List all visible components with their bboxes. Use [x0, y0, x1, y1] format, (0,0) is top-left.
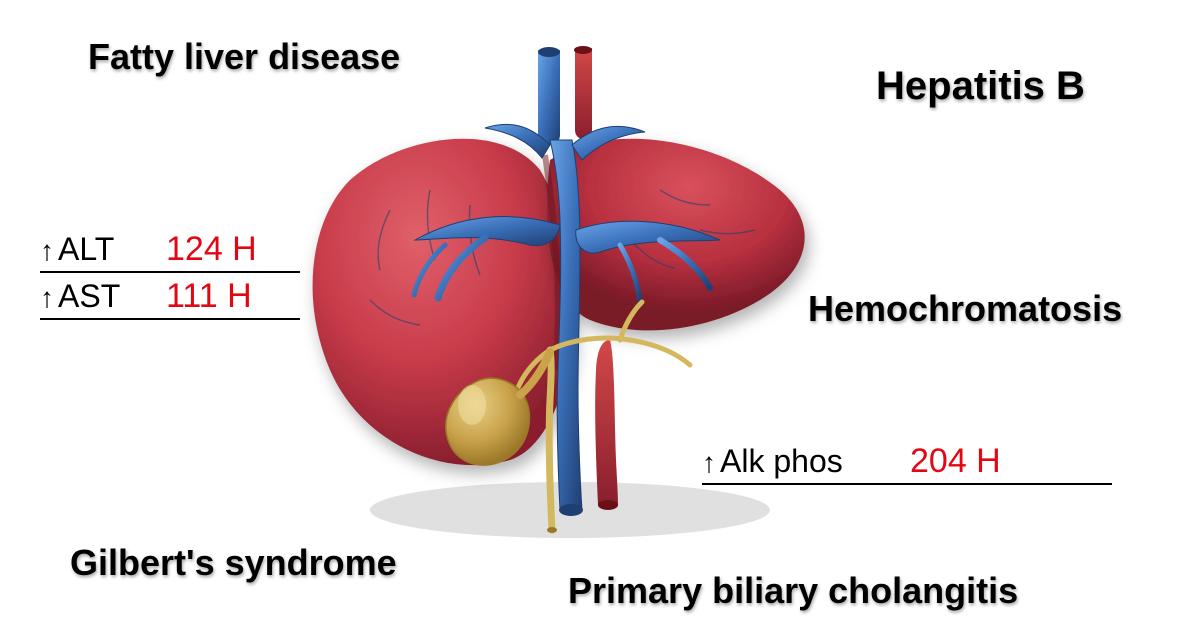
hepatic-artery-top [575, 48, 592, 139]
liver-right-lobe [313, 139, 574, 465]
vena-cava [538, 50, 560, 145]
lab-block-right: ↑Alk phos 204 H [702, 442, 1112, 489]
label-gilberts: Gilbert's syndrome [70, 542, 397, 584]
up-arrow-icon: ↑ [702, 447, 716, 479]
lab-row: ↑Alk phos 204 H [702, 442, 1112, 485]
label-hemochromatosis: Hemochromatosis [808, 288, 1122, 330]
lab-row: ↑AST 111 H [40, 277, 300, 320]
lab-value-high: 204 H [910, 442, 1001, 481]
label-hepatitis-b: Hepatitis B [876, 64, 1085, 109]
up-arrow-icon: ↑ [40, 282, 54, 314]
lab-name: Alk phos [720, 443, 880, 480]
label-fatty-liver: Fatty liver disease [88, 36, 400, 78]
lab-value-high: 124 H [166, 230, 257, 269]
label-pbc: Primary biliary cholangitis [568, 570, 1018, 612]
hepatic-artery-lower [595, 340, 618, 505]
lab-value-high: 111 H [166, 277, 252, 316]
lab-name: ALT [58, 231, 136, 268]
lab-block-left: ↑ALT 124 H ↑AST 111 H [40, 230, 300, 324]
lab-name: AST [58, 278, 136, 315]
up-arrow-icon: ↑ [40, 235, 54, 267]
lab-row: ↑ALT 124 H [40, 230, 300, 273]
